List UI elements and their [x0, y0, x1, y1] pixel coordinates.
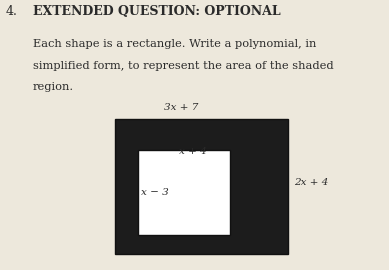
Text: EXTENDED QUESTION: OPTIONAL: EXTENDED QUESTION: OPTIONAL: [33, 5, 281, 18]
Text: 2x + 4: 2x + 4: [294, 178, 328, 187]
Text: region.: region.: [33, 82, 74, 92]
Text: 3x + 7: 3x + 7: [164, 103, 198, 112]
Text: x − 3: x − 3: [141, 188, 169, 197]
Text: Each shape is a rectangle. Write a polynomial, in: Each shape is a rectangle. Write a polyn…: [33, 39, 316, 49]
Bar: [138, 150, 230, 235]
Text: 4.: 4.: [6, 5, 18, 18]
Text: x + 4: x + 4: [179, 147, 207, 156]
Bar: [115, 119, 288, 254]
Text: simplified form, to represent the area of the shaded: simplified form, to represent the area o…: [33, 61, 334, 71]
